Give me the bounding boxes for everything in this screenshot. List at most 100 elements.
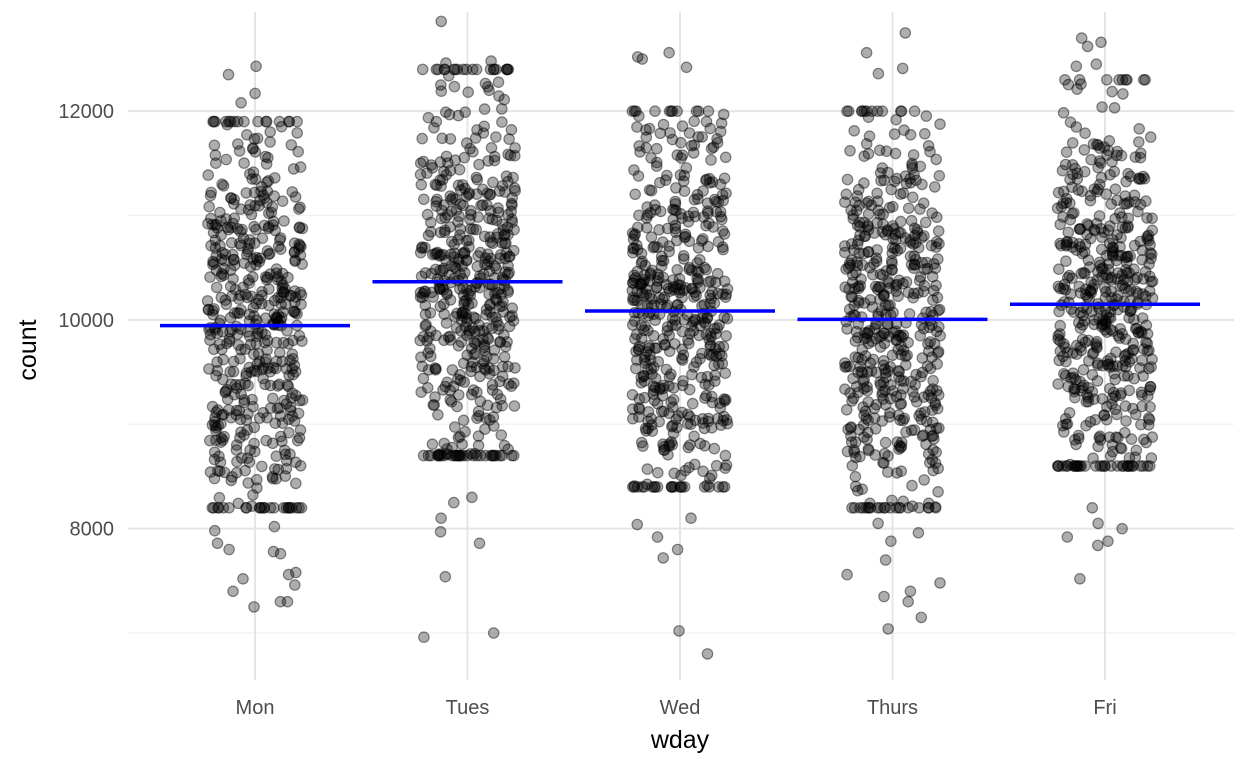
data-point (635, 319, 647, 331)
data-point (438, 437, 450, 450)
data-point (644, 353, 657, 366)
data-point (454, 374, 467, 387)
data-point (243, 330, 256, 342)
y-tick-label: 12000 (58, 101, 114, 123)
data-point (465, 208, 477, 221)
data-point (273, 115, 286, 128)
data-point (505, 205, 517, 218)
data-point (258, 501, 270, 514)
data-point (270, 263, 283, 275)
data-point (262, 362, 275, 375)
data-point (212, 501, 225, 514)
data-point (249, 199, 261, 212)
grid (128, 12, 1234, 680)
data-point (635, 257, 648, 270)
data-point (458, 305, 470, 318)
data-point (639, 422, 652, 435)
data-point (261, 245, 274, 257)
data-point (456, 260, 468, 272)
data-point (259, 150, 272, 163)
data-point (670, 319, 682, 332)
data-point (882, 365, 894, 377)
data-point (263, 247, 276, 260)
data-point (244, 338, 257, 351)
data-point (203, 200, 215, 213)
data-point (500, 63, 513, 76)
data-point (715, 210, 727, 223)
data-point (704, 297, 716, 310)
data-point (449, 449, 461, 462)
data-point (1090, 340, 1103, 353)
data-point (212, 501, 224, 514)
data-point (679, 464, 691, 477)
data-point (684, 410, 696, 423)
data-point (224, 115, 237, 128)
data-point (716, 357, 729, 370)
data-point (1102, 358, 1115, 370)
data-point (719, 151, 732, 164)
data-point (250, 337, 263, 350)
data-point (924, 362, 937, 375)
data-point (228, 388, 241, 401)
data-point (631, 265, 644, 278)
data-point (501, 221, 514, 234)
data-point (891, 172, 903, 185)
data-point (1130, 408, 1142, 421)
data-point (671, 543, 684, 556)
data-point (440, 287, 453, 299)
data-point (718, 395, 731, 407)
data-point (500, 237, 512, 249)
data-point (690, 289, 702, 302)
data-point (632, 170, 645, 182)
data-point (240, 370, 252, 382)
data-point (438, 449, 450, 462)
data-point (688, 115, 700, 128)
data-point (258, 192, 270, 204)
data-point (661, 321, 674, 333)
data-point (275, 298, 287, 310)
data-point (1053, 305, 1065, 318)
data-point (470, 63, 483, 76)
data-point (663, 407, 675, 420)
data-point (638, 370, 650, 382)
data-point (292, 145, 304, 158)
data-point (261, 271, 274, 284)
data-point (649, 381, 661, 394)
data-point (653, 176, 666, 189)
data-point (718, 410, 730, 423)
data-point (225, 192, 237, 204)
data-point (207, 226, 220, 239)
data-point (464, 142, 476, 155)
data-point (269, 417, 282, 429)
data-point (209, 524, 221, 537)
data-point (668, 284, 680, 296)
data-point (458, 247, 471, 260)
data-point (295, 289, 308, 301)
data-point (657, 333, 669, 345)
data-point (220, 115, 232, 128)
data-point (276, 417, 289, 429)
data-point (666, 319, 679, 331)
data-point (242, 379, 254, 392)
data-point (234, 289, 246, 302)
data-point (648, 394, 661, 407)
data-point (498, 229, 510, 242)
data-point (417, 287, 430, 300)
data-point (291, 308, 303, 320)
data-point (480, 350, 493, 363)
data-point (646, 368, 658, 380)
data-point (844, 145, 856, 157)
data-point (421, 381, 434, 394)
data-point (210, 369, 222, 382)
data-point (255, 185, 267, 198)
data-point (1106, 85, 1118, 98)
data-point (508, 400, 521, 412)
data-point (223, 333, 236, 345)
data-point (238, 396, 250, 409)
data-point (686, 282, 698, 295)
data-point (838, 240, 851, 252)
data-point (931, 253, 944, 265)
data-point (629, 271, 642, 284)
data-point (840, 263, 852, 275)
data-point (254, 252, 267, 265)
